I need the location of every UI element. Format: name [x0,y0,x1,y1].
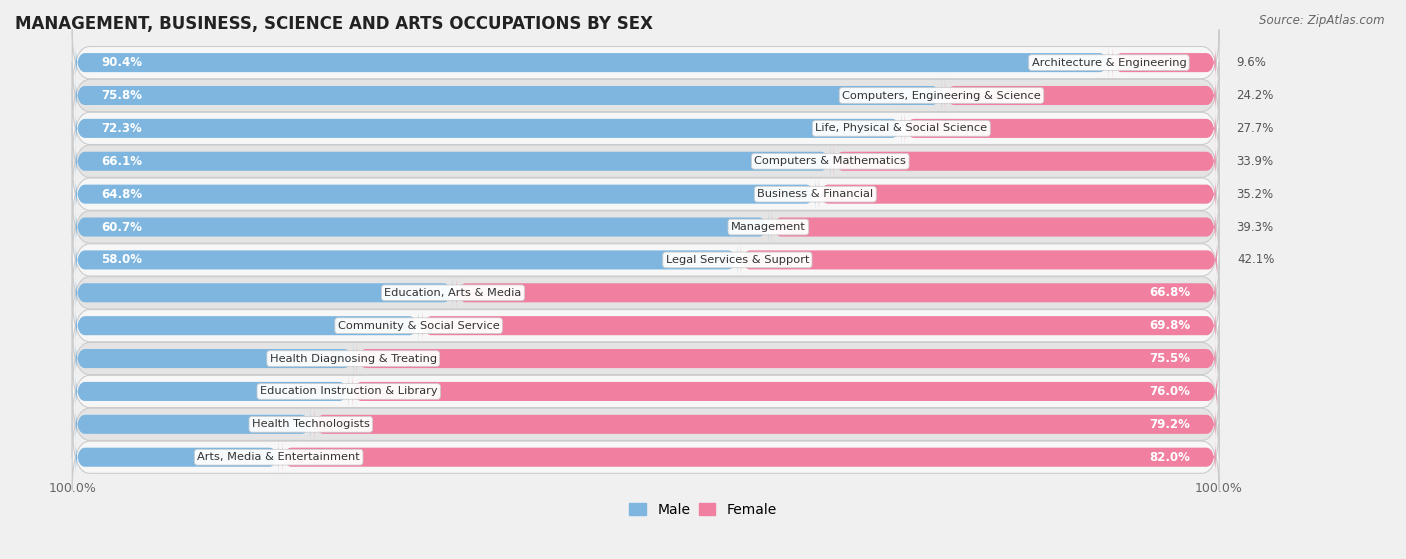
FancyBboxPatch shape [76,243,737,277]
FancyBboxPatch shape [76,177,815,211]
Text: Business & Financial: Business & Financial [758,189,873,199]
FancyBboxPatch shape [72,128,1219,195]
Text: 24.1%: 24.1% [288,385,326,398]
FancyBboxPatch shape [72,358,1219,425]
Text: Management: Management [731,222,806,232]
Text: 64.8%: 64.8% [101,188,142,201]
FancyBboxPatch shape [72,161,1219,228]
Text: Health Technologists: Health Technologists [252,419,370,429]
Text: Life, Physical & Social Science: Life, Physical & Social Science [815,124,987,134]
Text: 42.1%: 42.1% [1237,253,1275,267]
Text: 24.2%: 24.2% [1236,89,1274,102]
Text: 66.1%: 66.1% [101,155,142,168]
Text: 20.8%: 20.8% [250,418,288,431]
Text: 35.2%: 35.2% [1236,188,1274,201]
FancyBboxPatch shape [72,391,1219,457]
FancyBboxPatch shape [945,79,1216,112]
FancyBboxPatch shape [76,46,1109,79]
Text: Architecture & Engineering: Architecture & Engineering [1032,58,1187,68]
Text: 24.5%: 24.5% [292,352,330,365]
FancyBboxPatch shape [76,276,453,310]
Text: 60.7%: 60.7% [101,221,142,234]
FancyBboxPatch shape [72,292,1219,359]
FancyBboxPatch shape [357,342,1216,375]
FancyBboxPatch shape [76,342,353,375]
Text: Arts, Media & Entertainment: Arts, Media & Entertainment [197,452,360,462]
FancyBboxPatch shape [72,424,1219,490]
Text: 33.9%: 33.9% [1236,155,1274,168]
FancyBboxPatch shape [905,112,1216,145]
Text: 33.2%: 33.2% [392,286,430,299]
Text: 30.2%: 30.2% [359,319,395,332]
Text: 58.0%: 58.0% [101,253,142,267]
Text: Computers, Engineering & Science: Computers, Engineering & Science [842,91,1040,101]
Text: 79.2%: 79.2% [1150,418,1191,431]
Text: Community & Social Service: Community & Social Service [337,321,499,331]
Text: MANAGEMENT, BUSINESS, SCIENCE AND ARTS OCCUPATIONS BY SEX: MANAGEMENT, BUSINESS, SCIENCE AND ARTS O… [15,15,652,33]
Text: Health Diagnosing & Treating: Health Diagnosing & Treating [270,353,437,363]
Text: 9.6%: 9.6% [1236,56,1265,69]
FancyBboxPatch shape [834,144,1216,178]
Text: 27.7%: 27.7% [1236,122,1274,135]
Text: 90.4%: 90.4% [101,56,142,69]
Text: Education, Arts & Media: Education, Arts & Media [384,288,522,298]
Text: Education Instruction & Library: Education Instruction & Library [260,386,437,396]
FancyBboxPatch shape [76,408,311,441]
FancyBboxPatch shape [72,194,1219,260]
FancyBboxPatch shape [283,440,1216,474]
Text: 69.8%: 69.8% [1149,319,1191,332]
FancyBboxPatch shape [76,144,831,178]
FancyBboxPatch shape [72,259,1219,326]
Text: 75.8%: 75.8% [101,89,142,102]
FancyBboxPatch shape [1112,46,1216,79]
FancyBboxPatch shape [72,95,1219,162]
FancyBboxPatch shape [72,62,1219,129]
FancyBboxPatch shape [72,227,1219,293]
FancyBboxPatch shape [76,440,278,474]
Text: 75.5%: 75.5% [1149,352,1191,365]
FancyBboxPatch shape [76,210,768,244]
Text: 82.0%: 82.0% [1150,451,1191,464]
FancyBboxPatch shape [76,309,419,343]
FancyBboxPatch shape [76,375,349,408]
FancyBboxPatch shape [818,177,1216,211]
FancyBboxPatch shape [72,30,1219,96]
FancyBboxPatch shape [352,375,1216,408]
FancyBboxPatch shape [772,210,1216,244]
Text: 39.3%: 39.3% [1236,221,1274,234]
Text: 18.0%: 18.0% [219,451,256,464]
FancyBboxPatch shape [741,243,1216,277]
FancyBboxPatch shape [76,112,901,145]
Text: 72.3%: 72.3% [101,122,142,135]
Text: Source: ZipAtlas.com: Source: ZipAtlas.com [1260,14,1385,27]
FancyBboxPatch shape [422,309,1216,343]
FancyBboxPatch shape [315,408,1216,441]
Legend: Male, Female: Male, Female [624,497,782,522]
Text: Computers & Mathematics: Computers & Mathematics [755,157,907,166]
Text: Legal Services & Support: Legal Services & Support [665,255,808,265]
FancyBboxPatch shape [457,276,1216,310]
FancyBboxPatch shape [76,79,942,112]
Text: 76.0%: 76.0% [1150,385,1191,398]
Text: 66.8%: 66.8% [1149,286,1191,299]
FancyBboxPatch shape [72,325,1219,392]
